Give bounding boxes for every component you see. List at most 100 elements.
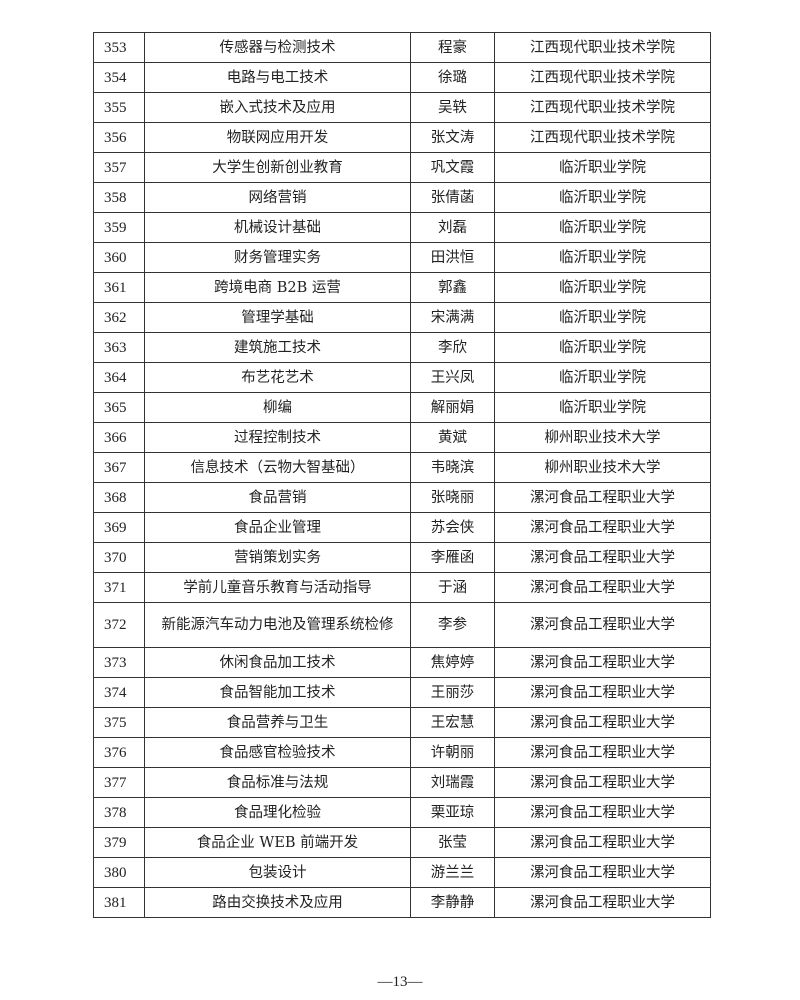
row-number: 380 xyxy=(93,857,145,888)
school-name: 临沂职业学院 xyxy=(494,212,711,243)
teacher-name: 韦晓滨 xyxy=(410,452,495,483)
course-name: 大学生创新创业教育 xyxy=(144,152,411,183)
course-name: 休闲食品加工技术 xyxy=(144,647,411,678)
table-row: 371 学前儿童音乐教育与活动指导 于涵 漯河食品工程职业大学 xyxy=(93,572,711,603)
school-name: 临沂职业学院 xyxy=(494,152,711,183)
course-name: 食品理化检验 xyxy=(144,797,411,828)
course-name: 食品感官检验技术 xyxy=(144,737,411,768)
row-number: 372 xyxy=(93,602,145,648)
table-row: 356 物联网应用开发 张文涛 江西现代职业技术学院 xyxy=(93,122,711,153)
table-row: 361 跨境电商 B2B 运营 郭鑫 临沂职业学院 xyxy=(93,272,711,303)
teacher-name: 王宏慧 xyxy=(410,707,495,738)
teacher-name: 许朝丽 xyxy=(410,737,495,768)
course-name: 食品企业管理 xyxy=(144,512,411,543)
table-row: 353 传感器与检测技术 程豪 江西现代职业技术学院 xyxy=(93,32,711,63)
teacher-name: 李静静 xyxy=(410,887,495,918)
table-row: 374 食品智能加工技术 王丽莎 漯河食品工程职业大学 xyxy=(93,677,711,708)
table-row: 372 新能源汽车动力电池及管理系统检修 李参 漯河食品工程职业大学 xyxy=(93,602,711,648)
row-number: 369 xyxy=(93,512,145,543)
teacher-name: 巩文霞 xyxy=(410,152,495,183)
course-name: 传感器与检测技术 xyxy=(144,32,411,63)
teacher-name: 栗亚琼 xyxy=(410,797,495,828)
row-number: 355 xyxy=(93,92,145,123)
teacher-name: 王兴凤 xyxy=(410,362,495,393)
row-number: 381 xyxy=(93,887,145,918)
course-name: 网络营销 xyxy=(144,182,411,213)
row-number: 379 xyxy=(93,827,145,858)
school-name: 漯河食品工程职业大学 xyxy=(494,767,711,798)
course-name: 嵌入式技术及应用 xyxy=(144,92,411,123)
row-number: 361 xyxy=(93,272,145,303)
school-name: 江西现代职业技术学院 xyxy=(494,92,711,123)
table-row: 375 食品营养与卫生 王宏慧 漯河食品工程职业大学 xyxy=(93,707,711,738)
school-name: 漯河食品工程职业大学 xyxy=(494,572,711,603)
course-name: 财务管理实务 xyxy=(144,242,411,273)
school-name: 漯河食品工程职业大学 xyxy=(494,602,711,648)
row-number: 376 xyxy=(93,737,145,768)
school-name: 江西现代职业技术学院 xyxy=(494,122,711,153)
teacher-name: 张莹 xyxy=(410,827,495,858)
teacher-name: 郭鑫 xyxy=(410,272,495,303)
row-number: 356 xyxy=(93,122,145,153)
table-row: 380 包装设计 游兰兰 漯河食品工程职业大学 xyxy=(93,857,711,888)
course-table: 353 传感器与检测技术 程豪 江西现代职业技术学院 354 电路与电工技术 徐璐 江西现代职… xyxy=(93,32,711,918)
school-name: 临沂职业学院 xyxy=(494,182,711,213)
school-name: 柳州职业技术大学 xyxy=(494,452,711,483)
table-row: 370 营销策划实务 李雁函 漯河食品工程职业大学 xyxy=(93,542,711,573)
course-name: 物联网应用开发 xyxy=(144,122,411,153)
school-name: 漯河食品工程职业大学 xyxy=(494,737,711,768)
row-number: 364 xyxy=(93,362,145,393)
course-name: 机械设计基础 xyxy=(144,212,411,243)
teacher-name: 张文涛 xyxy=(410,122,495,153)
table-row: 363 建筑施工技术 李欣 临沂职业学院 xyxy=(93,332,711,363)
teacher-name: 黄斌 xyxy=(410,422,495,453)
course-name: 营销策划实务 xyxy=(144,542,411,573)
page-number: —13— xyxy=(377,974,423,990)
table-row: 378 食品理化检验 栗亚琼 漯河食品工程职业大学 xyxy=(93,797,711,828)
school-name: 临沂职业学院 xyxy=(494,362,711,393)
row-number: 370 xyxy=(93,542,145,573)
teacher-name: 苏会侠 xyxy=(410,512,495,543)
teacher-name: 游兰兰 xyxy=(410,857,495,888)
course-name: 食品营养与卫生 xyxy=(144,707,411,738)
row-number: 375 xyxy=(93,707,145,738)
row-number: 374 xyxy=(93,677,145,708)
school-name: 临沂职业学院 xyxy=(494,392,711,423)
school-name: 漯河食品工程职业大学 xyxy=(494,512,711,543)
course-name: 包装设计 xyxy=(144,857,411,888)
teacher-name: 焦婷婷 xyxy=(410,647,495,678)
row-number: 362 xyxy=(93,302,145,333)
row-number: 371 xyxy=(93,572,145,603)
row-number: 360 xyxy=(93,242,145,273)
teacher-name: 王丽莎 xyxy=(410,677,495,708)
teacher-name: 刘磊 xyxy=(410,212,495,243)
school-name: 江西现代职业技术学院 xyxy=(494,32,711,63)
row-number: 378 xyxy=(93,797,145,828)
teacher-name: 田洪恒 xyxy=(410,242,495,273)
row-number: 353 xyxy=(93,32,145,63)
course-name: 柳编 xyxy=(144,392,411,423)
table-row: 377 食品标准与法规 刘瑞霞 漯河食品工程职业大学 xyxy=(93,767,711,798)
school-name: 柳州职业技术大学 xyxy=(494,422,711,453)
teacher-name: 张倩菡 xyxy=(410,182,495,213)
course-name: 跨境电商 B2B 运营 xyxy=(144,272,411,303)
row-number: 358 xyxy=(93,182,145,213)
course-name: 信息技术（云物大智基础） xyxy=(144,452,411,483)
course-name: 过程控制技术 xyxy=(144,422,411,453)
row-number: 367 xyxy=(93,452,145,483)
teacher-name: 徐璐 xyxy=(410,62,495,93)
school-name: 临沂职业学院 xyxy=(494,272,711,303)
table-row: 366 过程控制技术 黄斌 柳州职业技术大学 xyxy=(93,422,711,453)
table-row: 368 食品营销 张晓丽 漯河食品工程职业大学 xyxy=(93,482,711,513)
teacher-name: 于涵 xyxy=(410,572,495,603)
course-name: 食品智能加工技术 xyxy=(144,677,411,708)
school-name: 漯河食品工程职业大学 xyxy=(494,677,711,708)
table-row: 354 电路与电工技术 徐璐 江西现代职业技术学院 xyxy=(93,62,711,93)
school-name: 漯河食品工程职业大学 xyxy=(494,887,711,918)
row-number: 357 xyxy=(93,152,145,183)
teacher-name: 李参 xyxy=(410,602,495,648)
table-row: 362 管理学基础 宋满满 临沂职业学院 xyxy=(93,302,711,333)
table-row: 379 食品企业 WEB 前端开发 张莹 漯河食品工程职业大学 xyxy=(93,827,711,858)
course-name: 食品企业 WEB 前端开发 xyxy=(144,827,411,858)
course-name: 食品标准与法规 xyxy=(144,767,411,798)
